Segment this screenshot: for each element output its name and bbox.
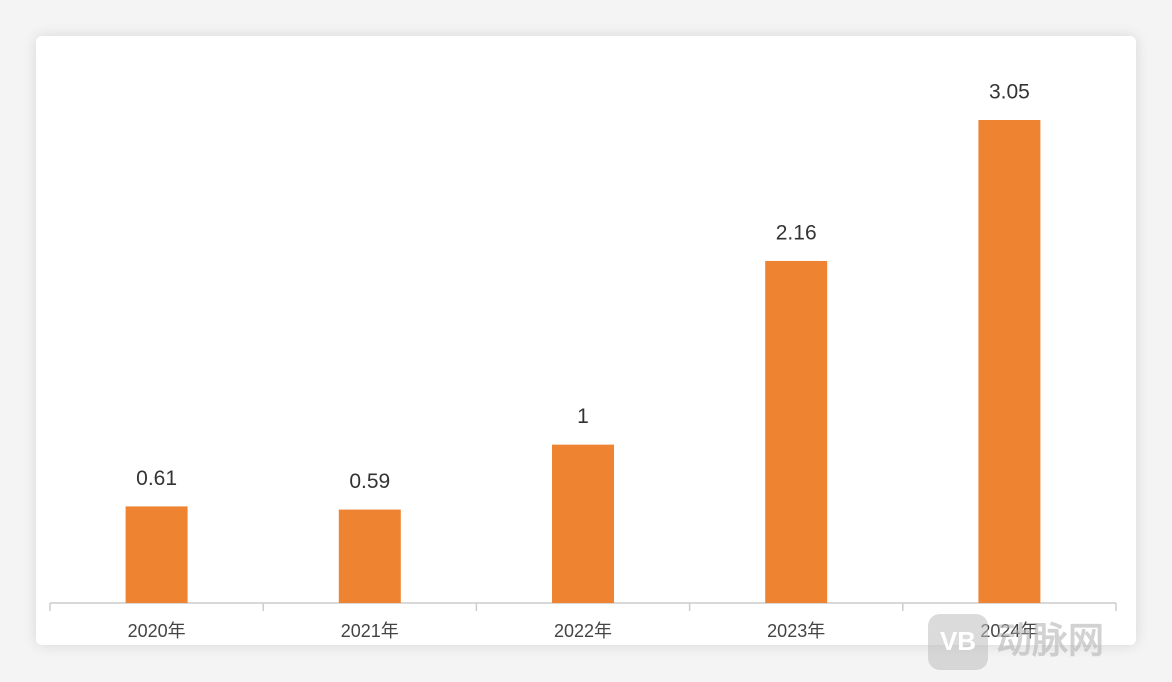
x-tick-label: 2024年 — [980, 621, 1038, 641]
watermark-logo-box — [928, 614, 988, 670]
value-label: 0.59 — [349, 470, 390, 493]
x-tick-label: 2023年 — [767, 621, 825, 641]
bar — [125, 506, 188, 603]
value-label: 2.16 — [776, 221, 817, 244]
x-tick-label: 2022年 — [554, 621, 612, 641]
value-label: 3.05 — [989, 81, 1030, 104]
value-label: 0.61 — [136, 467, 177, 490]
bar — [338, 509, 401, 603]
bar — [978, 120, 1041, 603]
watermark: VB 动脉网 — [928, 614, 1104, 670]
x-tick-label: 2020年 — [128, 621, 186, 641]
watermark-text: 动脉网 — [996, 620, 1104, 661]
bar — [765, 260, 828, 603]
watermark-logo: VB — [940, 626, 976, 656]
value-label: 1 — [577, 405, 589, 428]
bar — [552, 444, 614, 603]
x-tick-label: 2021年 — [341, 621, 399, 641]
